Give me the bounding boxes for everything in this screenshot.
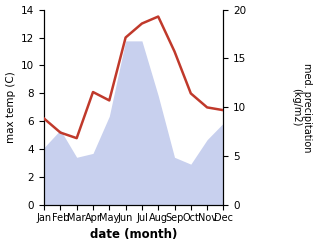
- Y-axis label: max temp (C): max temp (C): [5, 72, 16, 143]
- Y-axis label: med. precipitation
(kg/m2): med. precipitation (kg/m2): [291, 63, 313, 152]
- X-axis label: date (month): date (month): [90, 228, 177, 242]
